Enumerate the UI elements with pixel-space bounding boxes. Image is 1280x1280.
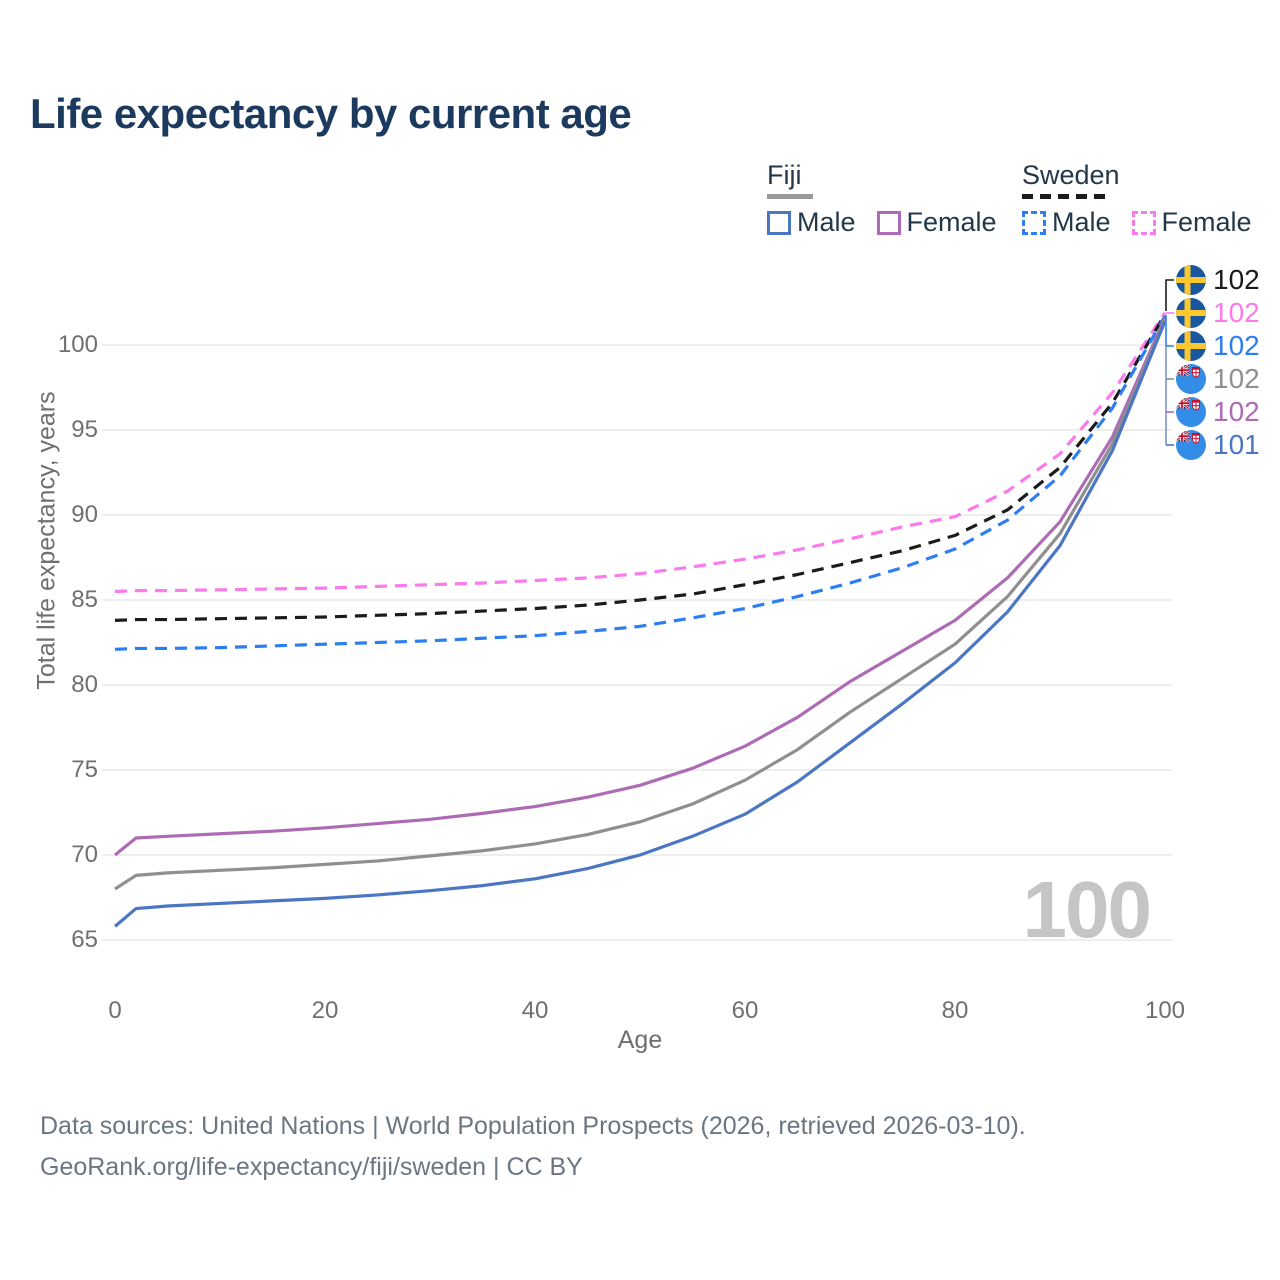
legend-fiji-title: Fiji bbox=[767, 160, 802, 190]
sweden-flag-icon bbox=[1176, 331, 1206, 361]
end-label-value: 102 bbox=[1213, 264, 1260, 295]
y-tick-label: 80 bbox=[71, 671, 98, 698]
end-label-row: 102 bbox=[1176, 364, 1260, 394]
series-line-sweden-female bbox=[114, 311, 1167, 594]
x-tick-label: 60 bbox=[731, 997, 759, 1024]
legend-label: Female bbox=[906, 207, 997, 237]
y-tick-label: 100 bbox=[57, 331, 98, 358]
sweden-female-swatch bbox=[1131, 210, 1156, 235]
fiji-female-swatch bbox=[876, 210, 901, 235]
age-watermark: 100 bbox=[1022, 865, 1152, 954]
end-label-value: 102 bbox=[1213, 396, 1260, 427]
fiji-flag-icon bbox=[1176, 430, 1206, 460]
legend-item-sweden-female[interactable]: Female bbox=[1131, 207, 1252, 238]
series-line-sweden-male bbox=[114, 315, 1167, 651]
legend-item-sweden-male[interactable]: Male bbox=[1022, 207, 1111, 238]
attribution-line: GeoRank.org/life-expectancy/fiji/sweden … bbox=[40, 1153, 583, 1181]
sweden-flag-icon bbox=[1176, 298, 1206, 328]
sweden-male-swatch bbox=[1022, 210, 1046, 235]
series-line-fiji-female bbox=[113, 317, 1167, 857]
legend-label: Female bbox=[1161, 207, 1252, 237]
fiji-line-style-swatch bbox=[767, 194, 813, 199]
legend-item-fiji-male[interactable]: Male bbox=[767, 207, 856, 238]
fiji-flag-icon bbox=[1176, 397, 1206, 427]
sweden-line-style-swatch bbox=[1022, 194, 1112, 199]
y-tick-label: 65 bbox=[71, 926, 98, 953]
series-line-fiji-male bbox=[113, 320, 1167, 928]
end-label-row: 102 bbox=[1176, 331, 1260, 361]
end-label-row: 102 bbox=[1176, 298, 1260, 328]
end-label-row: 102 bbox=[1176, 265, 1260, 295]
end-label-row: 101 bbox=[1176, 430, 1260, 460]
x-tick-label: 20 bbox=[311, 997, 339, 1024]
series-line-fiji-both bbox=[114, 318, 1167, 891]
y-tick-label: 95 bbox=[71, 416, 98, 443]
legend-sweden-title: Sweden bbox=[1022, 160, 1120, 190]
sources-line: Data sources: United Nations | World Pop… bbox=[40, 1112, 1026, 1140]
y-tick-label: 70 bbox=[71, 841, 98, 868]
end-label-value: 102 bbox=[1213, 297, 1260, 328]
end-label-value: 101 bbox=[1213, 429, 1260, 460]
end-label-value: 102 bbox=[1213, 330, 1260, 361]
end-label-value: 102 bbox=[1213, 363, 1260, 394]
y-tick-label: 90 bbox=[71, 501, 98, 528]
y-tick-label: 85 bbox=[71, 586, 98, 613]
x-axis-title: Age bbox=[617, 1026, 663, 1054]
page-title: Life expectancy by current age bbox=[30, 90, 632, 137]
y-axis-title: Total life expectancy, years bbox=[32, 391, 61, 690]
x-tick-label: 40 bbox=[521, 997, 549, 1024]
y-tick-label: 75 bbox=[71, 756, 98, 783]
data-sources: Data sources: United Nations | World Pop… bbox=[40, 1106, 1026, 1188]
x-tick-label: 80 bbox=[941, 997, 969, 1024]
x-tick-label: 100 bbox=[1144, 997, 1186, 1024]
end-label-row: 102 bbox=[1176, 397, 1260, 427]
legend-group-fiji: Fiji Male Female bbox=[767, 160, 1018, 238]
legend-label: Male bbox=[797, 207, 856, 237]
fiji-male-swatch bbox=[767, 210, 791, 235]
legend-item-fiji-female[interactable]: Female bbox=[876, 207, 997, 238]
fiji-flag-icon bbox=[1176, 364, 1206, 394]
leader-line bbox=[1165, 279, 1174, 311]
x-tick-label: 0 bbox=[108, 997, 122, 1024]
sweden-flag-icon bbox=[1176, 265, 1206, 295]
legend-label: Male bbox=[1052, 207, 1111, 237]
series-line-sweden-both bbox=[114, 313, 1167, 622]
legend-group-sweden: Sweden Male Female bbox=[1022, 160, 1273, 238]
leader-line bbox=[1165, 315, 1174, 347]
